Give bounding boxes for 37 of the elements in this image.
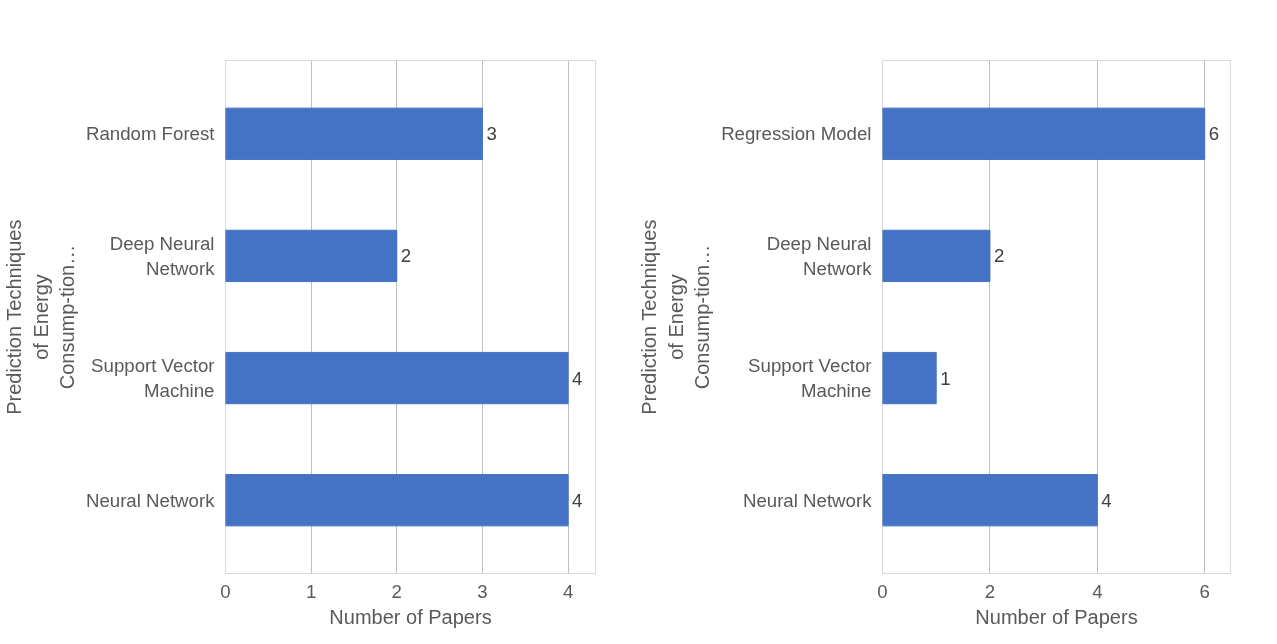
- bar: [225, 229, 398, 283]
- y-axis-title: Prediction Techniques of Energy Consump-tion…: [3, 219, 78, 415]
- bar: [882, 351, 937, 405]
- y-tick-label: Support Vector Machine: [748, 354, 872, 402]
- data-label: 6: [1208, 123, 1220, 145]
- data-label: 2: [400, 245, 412, 267]
- x-tick-label: 4: [1092, 580, 1103, 602]
- bar: [225, 351, 569, 405]
- x-axis-title: Number of Papers: [975, 605, 1138, 628]
- x-tick-label: 1: [305, 580, 317, 602]
- bar: [225, 107, 483, 160]
- y-axis-title: Prediction Techniques of Energy Consump-tion…: [638, 219, 714, 415]
- data-label: 4: [1101, 489, 1112, 511]
- y-tick-label: Support Vector Machine: [91, 354, 215, 402]
- data-label: 2: [993, 245, 1005, 267]
- data-label: 3: [486, 123, 497, 145]
- bar: [882, 107, 1206, 160]
- x-axis-title: Number of Papers: [329, 605, 492, 628]
- x-tick-label: 0: [877, 580, 888, 602]
- y-tick-label: Neural Network: [742, 489, 873, 511]
- data-label: 4: [572, 367, 583, 389]
- data-label: 4: [572, 489, 583, 511]
- x-tick-label: 0: [220, 580, 231, 602]
- y-tick-label: Neural Network: [85, 489, 216, 511]
- x-tick-label: 3: [477, 580, 488, 602]
- bar: [882, 474, 1098, 527]
- data-label: 1: [940, 367, 951, 389]
- x-tick-label: 6: [1199, 580, 1210, 602]
- bar: [882, 229, 991, 283]
- x-tick-label: 2: [391, 580, 402, 602]
- x-tick-label: 2: [984, 580, 996, 602]
- y-tick-label: Regression Model: [721, 123, 872, 145]
- y-tick-label: Deep Neural Network: [109, 232, 216, 280]
- bar: [225, 474, 569, 527]
- x-tick-label: 4: [562, 580, 574, 602]
- y-tick-label: Random Forest: [85, 123, 216, 145]
- y-tick-label: Deep Neural Network: [766, 232, 873, 280]
